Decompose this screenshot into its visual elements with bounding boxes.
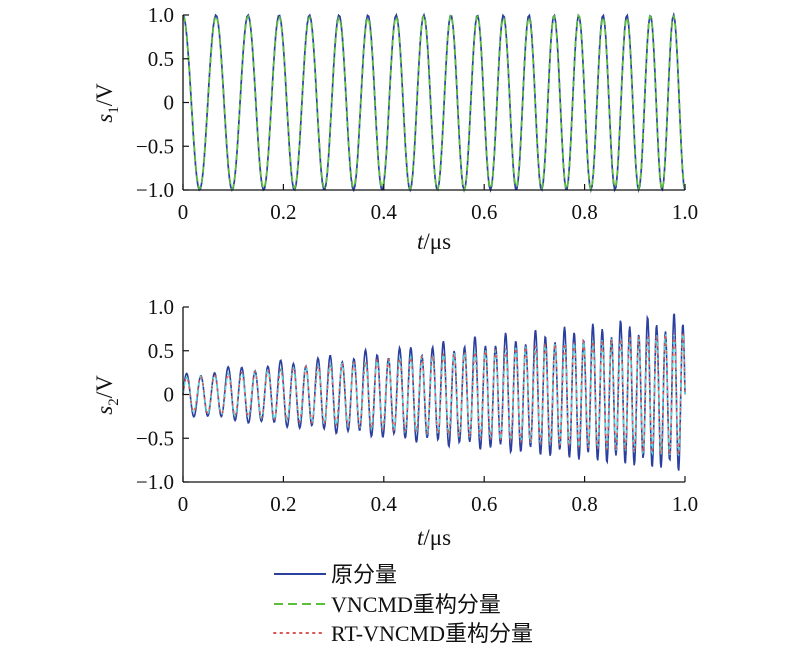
bottom-series-rt-vncmd bbox=[182, 331, 686, 456]
bottom-chart: 0 0.2 0.4 0.6 0.8 1.0 1.0 0.5 0 −0.5 −1.0 s2/V t/μ… bbox=[92, 295, 698, 550]
bottom-x-tick-label: 0 bbox=[178, 492, 189, 516]
bottom-y-tick-label: −1.0 bbox=[136, 470, 174, 494]
bottom-x-tick-label: 0.2 bbox=[270, 492, 296, 516]
bottom-x-axis-label: t/μs bbox=[417, 525, 451, 550]
bottom-series-group bbox=[182, 313, 686, 471]
top-y-tick-label: −0.5 bbox=[136, 134, 174, 158]
top-series-vncmd bbox=[182, 13, 686, 193]
top-x-tick-label: 0.8 bbox=[571, 200, 597, 224]
bottom-ticks-group: 0 0.2 0.4 0.6 0.8 1.0 1.0 0.5 0 −0.5 −1.0 bbox=[136, 295, 698, 516]
bottom-x-tick-label: 0.8 bbox=[571, 492, 597, 516]
legend-item-vncmd: VNCMD重构分量 bbox=[274, 592, 501, 617]
bottom-y-axis-label: s2/V bbox=[92, 375, 122, 415]
bottom-x-tick-label: 1.0 bbox=[672, 492, 698, 516]
top-chart: 0 0.2 0.4 0.6 0.8 1.0 1.0 0.5 0 −0.5 −1.0 s1/V t/μ… bbox=[92, 3, 698, 254]
legend-item-rt-vncmd: RT-VNCMD重构分量 bbox=[273, 621, 533, 646]
top-x-tick-label: 1.0 bbox=[672, 200, 698, 224]
top-x-tick-label: 0.6 bbox=[471, 200, 497, 224]
bottom-y-tick-label: −0.5 bbox=[136, 426, 174, 450]
top-y-axis-label: s1/V bbox=[92, 83, 122, 123]
bottom-y-tick-label: 1.0 bbox=[148, 295, 174, 319]
top-y-tick-label: 0 bbox=[164, 91, 175, 115]
bottom-y-tick-label: 0 bbox=[164, 383, 175, 407]
top-y-tick-label: 1.0 bbox=[148, 3, 174, 27]
top-y-tick-label: −1.0 bbox=[136, 178, 174, 202]
top-x-tick-label: 0.2 bbox=[270, 200, 296, 224]
top-series-group bbox=[182, 11, 686, 194]
legend-label-vncmd: VNCMD重构分量 bbox=[331, 592, 501, 617]
top-y-tick-label: 0.5 bbox=[148, 47, 174, 71]
top-x-tick-label: 0.4 bbox=[371, 200, 398, 224]
legend-label-original: 原分量 bbox=[331, 562, 397, 587]
top-x-axis-label: t/μs bbox=[417, 229, 451, 254]
legend: 原分量 VNCMD重构分量 RT-VNCMD重构分量 bbox=[273, 562, 533, 646]
legend-item-original: 原分量 bbox=[274, 562, 397, 587]
top-ticks-group: 0 0.2 0.4 0.6 0.8 1.0 1.0 0.5 0 −0.5 −1.0 bbox=[136, 3, 698, 224]
bottom-x-tick-label: 0.4 bbox=[371, 492, 398, 516]
legend-label-rt-vncmd: RT-VNCMD重构分量 bbox=[331, 621, 533, 646]
bottom-y-tick-label: 0.5 bbox=[148, 339, 174, 363]
top-x-tick-label: 0 bbox=[178, 200, 189, 224]
bottom-x-tick-label: 0.6 bbox=[471, 492, 497, 516]
